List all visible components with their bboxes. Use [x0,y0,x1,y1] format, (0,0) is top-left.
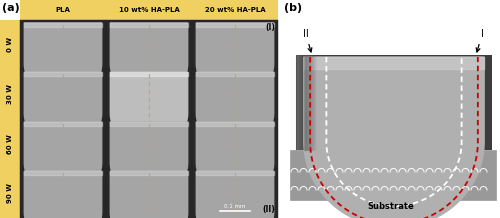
Polygon shape [24,172,102,218]
Text: (b): (b) [284,3,302,13]
Polygon shape [303,55,304,150]
Polygon shape [307,55,308,150]
Bar [0,169,20,218]
Text: II: II [303,29,312,52]
Bar [106,20,192,70]
Polygon shape [24,172,102,175]
Bar [290,150,496,200]
Bar [0,70,20,119]
Text: 90 W: 90 W [7,183,13,203]
Polygon shape [110,122,188,126]
Bar [20,0,106,20]
Polygon shape [304,55,305,150]
Polygon shape [196,122,274,126]
Polygon shape [311,55,312,150]
Bar [106,70,192,119]
Bar [0,119,20,169]
Text: (II): (II) [262,205,275,214]
Polygon shape [24,72,102,148]
Polygon shape [308,55,309,150]
Polygon shape [110,72,188,77]
Bar [192,70,278,119]
Polygon shape [24,23,102,98]
Bar [192,119,278,169]
Text: I: I [476,29,484,52]
Polygon shape [302,55,303,150]
Bar [20,169,106,218]
Polygon shape [196,172,274,218]
Polygon shape [309,55,310,150]
Polygon shape [299,55,300,150]
Polygon shape [196,23,274,98]
Text: PLA: PLA [56,7,70,13]
Text: (I): (I) [265,23,275,32]
Polygon shape [296,55,297,150]
Text: 30 W: 30 W [7,84,13,104]
Polygon shape [297,55,298,150]
Polygon shape [301,55,302,150]
Bar [20,20,106,70]
Bar [192,0,278,20]
Polygon shape [110,172,188,218]
Text: 0.1 mm: 0.1 mm [224,204,246,209]
Polygon shape [196,72,274,77]
Polygon shape [24,72,102,77]
Bar [192,169,278,218]
Polygon shape [313,55,314,150]
Polygon shape [24,122,102,126]
Polygon shape [110,23,188,98]
Text: 60 W: 60 W [7,134,13,154]
Polygon shape [110,122,188,197]
Polygon shape [196,23,274,27]
Polygon shape [306,55,307,150]
Text: Substrate: Substrate [368,202,414,211]
Polygon shape [196,122,274,197]
Bar [0,20,20,70]
Bar [106,119,192,169]
Bar [20,70,106,119]
Text: 20 wt% HA-PLA: 20 wt% HA-PLA [204,7,266,13]
Polygon shape [300,55,301,150]
Polygon shape [310,55,311,150]
Polygon shape [196,172,274,175]
Text: 10 wt% HA-PLA: 10 wt% HA-PLA [118,7,180,13]
Polygon shape [312,55,313,150]
Polygon shape [110,72,188,148]
Text: (a): (a) [2,3,20,13]
Polygon shape [298,55,299,150]
Polygon shape [304,57,484,218]
Polygon shape [24,122,102,197]
Bar [106,0,192,20]
Bar [296,55,492,150]
Bar [106,169,192,218]
Polygon shape [110,23,188,27]
Polygon shape [110,172,188,175]
Bar [192,20,278,70]
Polygon shape [24,23,102,27]
Polygon shape [196,72,274,148]
Polygon shape [304,57,484,69]
Text: 0 W: 0 W [7,37,13,52]
Bar [20,119,106,169]
Polygon shape [305,55,306,150]
